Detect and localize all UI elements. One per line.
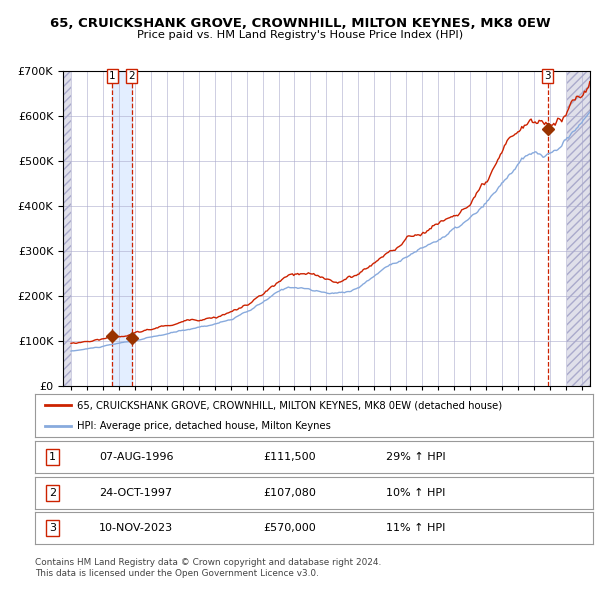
Text: 11% ↑ HPI: 11% ↑ HPI [386,523,446,533]
Bar [63,71,71,386]
Text: 29% ↑ HPI: 29% ↑ HPI [386,453,446,462]
Text: 1: 1 [49,453,56,462]
Text: Price paid vs. HM Land Registry's House Price Index (HPI): Price paid vs. HM Land Registry's House … [137,30,463,40]
Text: £111,500: £111,500 [263,453,316,462]
Text: £107,080: £107,080 [263,488,316,497]
Text: 07-AUG-1996: 07-AUG-1996 [99,453,173,462]
Text: £570,000: £570,000 [263,523,316,533]
Text: 65, CRUICKSHANK GROVE, CROWNHILL, MILTON KEYNES, MK8 0EW (detached house): 65, CRUICKSHANK GROVE, CROWNHILL, MILTON… [77,400,502,410]
Text: 10% ↑ HPI: 10% ↑ HPI [386,488,446,497]
Bar [112,71,132,386]
Text: 10-NOV-2023: 10-NOV-2023 [99,523,173,533]
Text: Contains HM Land Registry data © Crown copyright and database right 2024.
This d: Contains HM Land Registry data © Crown c… [35,558,381,578]
Text: 3: 3 [49,523,56,533]
Text: 2: 2 [49,488,56,497]
Text: HPI: Average price, detached house, Milton Keynes: HPI: Average price, detached house, Milt… [77,421,331,431]
Bar [567,71,590,386]
Text: 65, CRUICKSHANK GROVE, CROWNHILL, MILTON KEYNES, MK8 0EW: 65, CRUICKSHANK GROVE, CROWNHILL, MILTON… [50,17,550,30]
Text: 24-OCT-1997: 24-OCT-1997 [99,488,172,497]
Text: 2: 2 [128,71,135,81]
Text: 1: 1 [109,71,116,81]
Text: 3: 3 [544,71,551,81]
